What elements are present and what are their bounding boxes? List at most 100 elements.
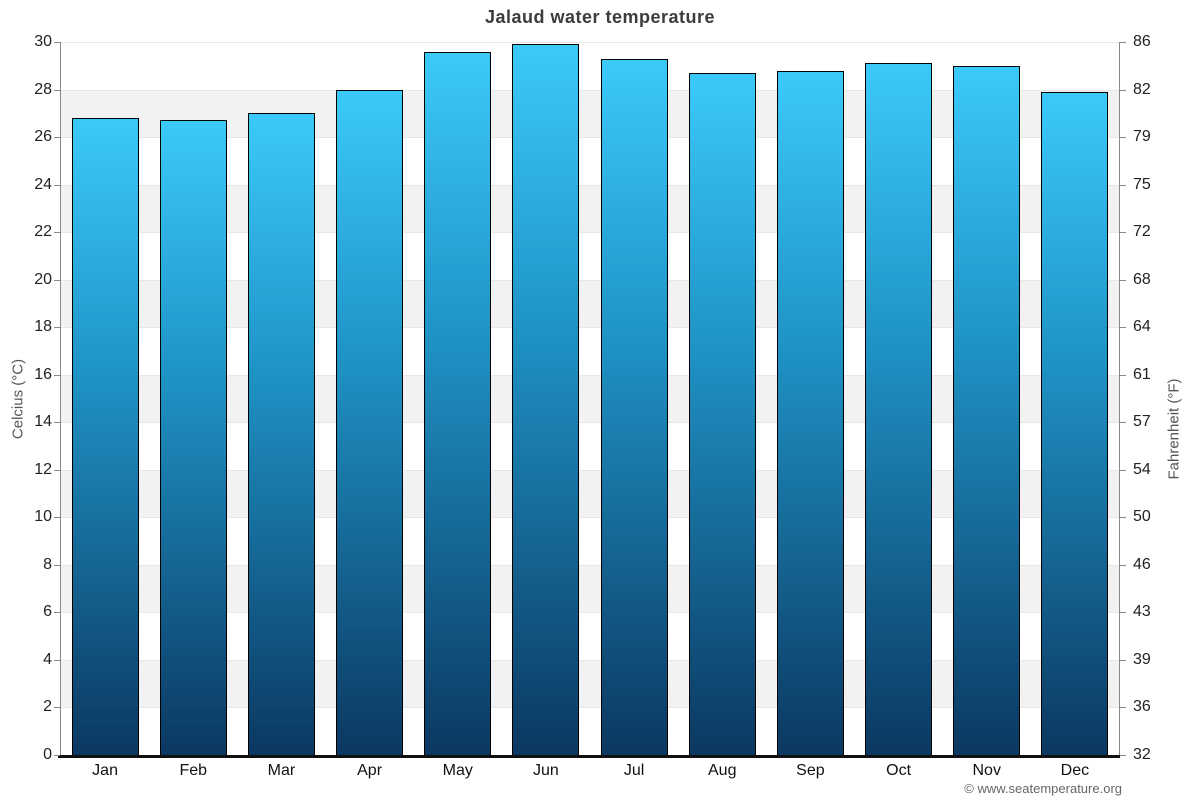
left-tick-18 — [54, 327, 60, 329]
left-tick-4 — [54, 659, 60, 661]
bar-feb[interactable] — [159, 120, 227, 755]
celsius-tick-label-4: 4 — [43, 650, 52, 668]
fahrenheit-tick-label-64: 64 — [1133, 318, 1151, 336]
left-tick-2 — [54, 707, 60, 709]
gridline-14 — [61, 422, 1119, 424]
left-tick-8 — [54, 564, 60, 566]
fahrenheit-tick-label-36: 36 — [1133, 698, 1151, 716]
celsius-tick-label-20: 20 — [34, 270, 52, 288]
gridline-2 — [61, 707, 1119, 709]
fahrenheit-tick-label-75: 75 — [1133, 175, 1151, 193]
bar-may[interactable] — [424, 51, 492, 755]
credit-link[interactable]: © www.seatemperature.org — [964, 781, 1122, 796]
celsius-tick-label-30: 30 — [34, 33, 52, 50]
gridline-28 — [61, 89, 1119, 91]
gridline-22 — [61, 232, 1119, 234]
right-tick-14 — [1120, 422, 1126, 424]
plot-band-18-20 — [61, 279, 1119, 328]
fahrenheit-tick-label-57: 57 — [1133, 413, 1151, 431]
fahrenheit-tick-label-54: 54 — [1133, 460, 1151, 478]
month-label-mar: Mar — [267, 762, 296, 779]
left-tick-10 — [54, 517, 60, 519]
month-label-nov: Nov — [972, 762, 1001, 779]
fahrenheit-tick-label-86: 86 — [1133, 33, 1151, 50]
right-tick-2 — [1120, 707, 1126, 709]
bar-jul[interactable] — [600, 58, 668, 755]
celsius-tick-label-2: 2 — [43, 698, 52, 716]
fahrenheit-tick-label-68: 68 — [1133, 270, 1151, 288]
left-tick-28 — [54, 89, 60, 91]
right-tick-12 — [1120, 469, 1126, 471]
gridline-6 — [61, 612, 1119, 614]
right-tick-10 — [1120, 517, 1126, 519]
gridline-30 — [61, 42, 1119, 43]
month-label-may: May — [442, 762, 473, 779]
right-tick-28 — [1120, 89, 1126, 91]
right-axis-title: Fahrenheit (°F) — [1165, 377, 1183, 480]
gridline-20 — [61, 279, 1119, 281]
right-tick-26 — [1120, 137, 1126, 139]
right-tick-16 — [1120, 374, 1126, 376]
bar-aug[interactable] — [688, 72, 756, 755]
right-tick-8 — [1120, 564, 1126, 566]
right-tick-24 — [1120, 184, 1126, 186]
month-label-apr: Apr — [357, 762, 383, 779]
right-tick-20 — [1120, 279, 1126, 281]
left-tick-24 — [54, 184, 60, 186]
gridline-8 — [61, 564, 1119, 566]
chart-title: Jalaud water temperature — [484, 7, 716, 27]
left-tick-22 — [54, 232, 60, 234]
plot-band-14-16 — [61, 374, 1119, 423]
fahrenheit-tick-label-82: 82 — [1133, 80, 1151, 98]
bar-apr[interactable] — [336, 89, 404, 755]
gridline-16 — [61, 374, 1119, 376]
plot-band-22-24 — [61, 184, 1119, 233]
left-tick-6 — [54, 612, 60, 614]
gridline-26 — [61, 137, 1119, 139]
celsius-tick-label-18: 18 — [34, 318, 52, 336]
left-tick-12 — [54, 469, 60, 471]
fahrenheit-tick-label-46: 46 — [1133, 555, 1151, 573]
celsius-tick-label-28: 28 — [34, 80, 52, 98]
bar-nov[interactable] — [953, 65, 1021, 755]
bar-jan[interactable] — [71, 118, 139, 755]
fahrenheit-tick-label-39: 39 — [1133, 650, 1151, 668]
celsius-tick-label-22: 22 — [34, 223, 52, 241]
celsius-tick-label-16: 16 — [34, 365, 52, 383]
fahrenheit-tick-label-32: 32 — [1133, 746, 1151, 763]
month-label-dec: Dec — [1060, 762, 1090, 779]
gridline-4 — [61, 659, 1119, 661]
fahrenheit-tick-label-72: 72 — [1133, 223, 1151, 241]
bar-mar[interactable] — [247, 113, 315, 755]
plot-band-26-28 — [61, 89, 1119, 138]
right-tick-4 — [1120, 659, 1126, 661]
bar-sep[interactable] — [776, 70, 844, 755]
plot-band-10-12 — [61, 469, 1119, 518]
celsius-tick-label-12: 12 — [34, 460, 52, 478]
month-label-feb: Feb — [179, 762, 208, 779]
right-tick-22 — [1120, 232, 1126, 234]
left-tick-30 — [54, 42, 60, 43]
left-tick-0 — [54, 755, 60, 756]
gridline-12 — [61, 469, 1119, 471]
celsius-tick-label-26: 26 — [34, 128, 52, 146]
celsius-tick-label-10: 10 — [34, 508, 52, 526]
celsius-tick-label-0: 0 — [43, 746, 52, 763]
right-tick-18 — [1120, 327, 1126, 329]
celsius-tick-label-24: 24 — [34, 175, 52, 193]
gridline-18 — [61, 327, 1119, 329]
fahrenheit-tick-label-43: 43 — [1133, 603, 1151, 621]
plot-area — [61, 42, 1119, 755]
right-axis-line — [1119, 42, 1120, 755]
gridline-24 — [61, 184, 1119, 186]
bar-oct[interactable] — [865, 63, 933, 755]
celsius-tick-label-14: 14 — [34, 413, 52, 431]
bar-dec[interactable] — [1041, 91, 1109, 755]
right-tick-0 — [1120, 755, 1126, 756]
left-tick-26 — [54, 137, 60, 139]
left-tick-16 — [54, 374, 60, 376]
bar-jun[interactable] — [512, 44, 580, 755]
plot-band-2-4 — [61, 659, 1119, 708]
right-tick-30 — [1120, 42, 1126, 43]
